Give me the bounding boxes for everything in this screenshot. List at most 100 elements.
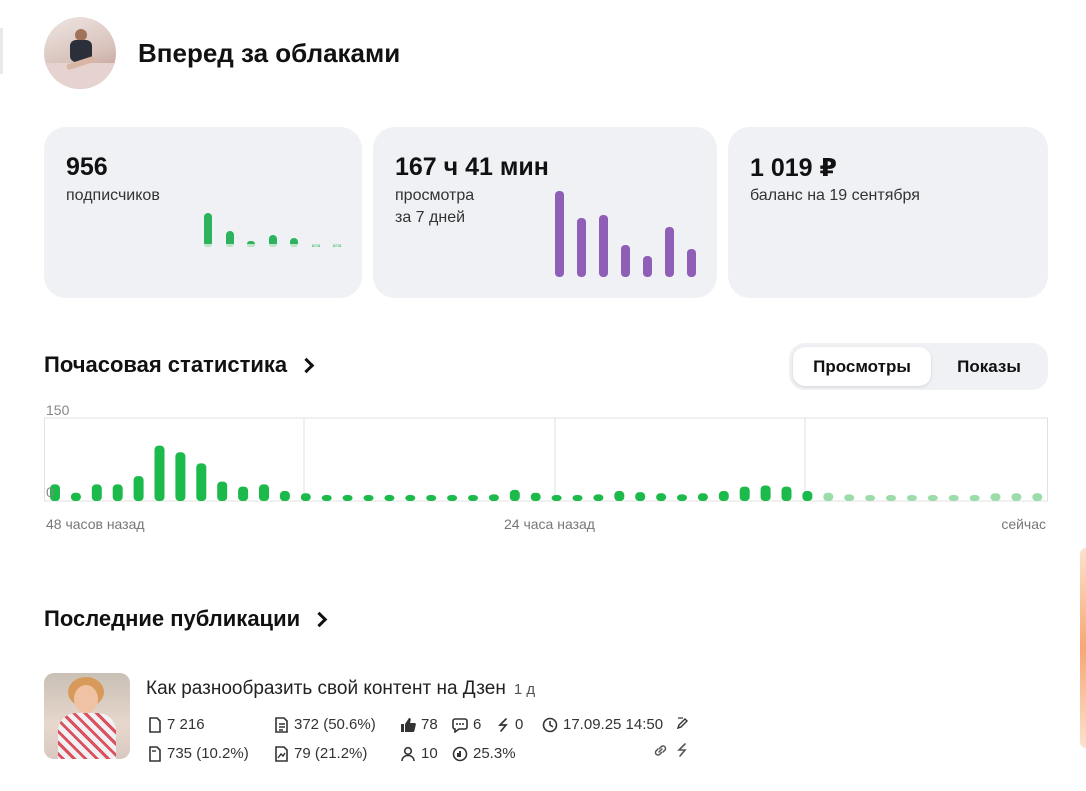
hourly-bar[interactable] bbox=[133, 476, 144, 501]
hourly-bar[interactable] bbox=[426, 495, 437, 501]
balance-card[interactable]: 1 019 ₽ баланс на 19 сентября bbox=[728, 127, 1048, 298]
repost-icon[interactable] bbox=[675, 742, 689, 759]
subscribers-label: подписчиков bbox=[66, 187, 160, 204]
views-trend-bar bbox=[643, 255, 652, 277]
hourly-bar-recent[interactable] bbox=[865, 495, 876, 501]
hourly-bar[interactable] bbox=[50, 484, 60, 501]
views-label: просмотра bbox=[395, 187, 475, 204]
read-document-icon bbox=[275, 716, 288, 733]
publication-item[interactable]: Как разнообразить свой контент на Дзен 1 … bbox=[44, 672, 704, 762]
hourly-bar[interactable] bbox=[760, 485, 771, 501]
metric-toggle: Просмотры Показы bbox=[789, 343, 1048, 390]
publications-title: Последние публикации bbox=[44, 606, 301, 631]
hourly-bar-recent[interactable] bbox=[823, 492, 834, 501]
hourly-bar[interactable] bbox=[175, 452, 186, 501]
hourly-bar-recent[interactable] bbox=[886, 495, 896, 501]
hourly-bar[interactable] bbox=[468, 495, 478, 501]
hourly-bar[interactable] bbox=[718, 491, 729, 501]
x-label-middle: 24 часа назад bbox=[504, 516, 595, 532]
hourly-chart-plot bbox=[44, 417, 1048, 502]
subscribers-trend-bar bbox=[290, 238, 298, 247]
hourly-bar[interactable] bbox=[739, 486, 750, 501]
hourly-bar[interactable] bbox=[384, 495, 395, 501]
clock-icon bbox=[542, 717, 558, 732]
hourly-bar-recent[interactable] bbox=[906, 495, 917, 501]
tab-views[interactable]: Просмотры bbox=[793, 347, 931, 386]
publication-title[interactable]: Как разнообразить свой контент на Дзен 1 … bbox=[146, 678, 535, 700]
hourly-bar[interactable] bbox=[677, 494, 687, 501]
hourly-bar-recent[interactable] bbox=[844, 494, 855, 501]
hourly-bar[interactable] bbox=[635, 492, 646, 501]
hourly-bar[interactable] bbox=[593, 494, 604, 501]
hourly-bar[interactable] bbox=[154, 445, 165, 501]
stat-subscribers: 10 bbox=[400, 745, 438, 762]
publications-link[interactable]: Последние публикации bbox=[44, 606, 328, 632]
views-card[interactable]: 167 ч 41 мин просмотра за 7 дней bbox=[373, 127, 717, 298]
hourly-bar[interactable] bbox=[488, 494, 499, 501]
subscribers-card[interactable]: 956 подписчиков bbox=[44, 127, 362, 298]
hourly-bar[interactable] bbox=[238, 486, 249, 501]
subscribers-trend-bar-base bbox=[333, 244, 341, 247]
hourly-bar[interactable] bbox=[781, 486, 792, 501]
subscribers-trend-bar-base bbox=[204, 244, 212, 247]
hourly-bar[interactable] bbox=[405, 495, 416, 501]
hourly-bar[interactable] bbox=[91, 484, 102, 501]
engagement-icon bbox=[452, 746, 468, 761]
hourly-bar[interactable] bbox=[572, 495, 583, 501]
read-complete-icon bbox=[275, 745, 288, 762]
hourly-bar[interactable] bbox=[300, 493, 311, 501]
hourly-bar[interactable] bbox=[279, 491, 290, 501]
subscribers-trend-bar-base bbox=[247, 244, 255, 247]
hourly-bar-recent[interactable] bbox=[990, 493, 1001, 501]
views-trend-bar bbox=[555, 191, 564, 277]
hourly-bar[interactable] bbox=[259, 484, 269, 501]
x-label-start: 48 часов назад bbox=[46, 516, 145, 532]
link-icon[interactable] bbox=[652, 742, 669, 759]
hourly-bar[interactable] bbox=[217, 481, 228, 501]
views-trend bbox=[555, 191, 705, 277]
right-edge-widget[interactable] bbox=[1080, 548, 1086, 748]
hourly-bar[interactable] bbox=[70, 492, 81, 501]
hourly-bar[interactable] bbox=[196, 463, 207, 501]
tab-impressions[interactable]: Показы bbox=[957, 357, 1021, 376]
hourly-bar[interactable] bbox=[321, 495, 332, 501]
hourly-bar[interactable] bbox=[697, 493, 708, 501]
subscribers-trend-bar bbox=[247, 240, 255, 247]
subscribers-trend-bar-base bbox=[268, 244, 277, 247]
balance-value: 1 019 ₽ bbox=[750, 154, 837, 182]
hourly-bar-recent[interactable] bbox=[948, 495, 959, 501]
hourly-bar[interactable] bbox=[112, 484, 123, 501]
subscribers-trend-bar bbox=[204, 212, 212, 247]
hourly-bar[interactable] bbox=[342, 495, 353, 501]
person-icon bbox=[401, 746, 415, 761]
views-trend-bar bbox=[621, 244, 630, 277]
hourly-bar-recent[interactable] bbox=[1032, 493, 1043, 501]
hourly-bar-recent[interactable] bbox=[927, 495, 938, 501]
hourly-bar[interactable] bbox=[530, 492, 541, 501]
hourly-bar[interactable] bbox=[656, 493, 667, 501]
stat-reposts: 0 bbox=[496, 716, 523, 733]
hourly-bar[interactable] bbox=[363, 495, 374, 501]
subscribers-trend-bar-base bbox=[290, 244, 298, 247]
stat-ctr: 735 (10.2%) bbox=[148, 745, 249, 762]
hourly-bar-recent[interactable] bbox=[969, 495, 980, 501]
edit-icon[interactable] bbox=[677, 717, 689, 729]
channel-title: Вперед за облаками bbox=[138, 37, 401, 68]
stat-views: 7 216 bbox=[148, 716, 205, 733]
publication-actions bbox=[652, 742, 695, 759]
hourly-stats-link[interactable]: Почасовая статистика bbox=[44, 352, 315, 378]
comment-icon bbox=[452, 717, 468, 733]
channel-avatar[interactable] bbox=[44, 17, 116, 89]
document-icon bbox=[149, 716, 161, 733]
hourly-chart: 150 0 48 часов назад 24 часа назад сейча… bbox=[44, 400, 1048, 540]
hourly-bar[interactable] bbox=[509, 489, 520, 501]
hourly-bar[interactable] bbox=[551, 495, 562, 501]
publication-title-text: Как разнообразить свой контент на Дзен bbox=[146, 678, 506, 699]
stat-full-reads: 79 (21.2%) bbox=[274, 745, 367, 762]
hourly-bar[interactable] bbox=[614, 491, 625, 501]
hourly-bar-recent[interactable] bbox=[1011, 493, 1022, 501]
publication-thumbnail[interactable] bbox=[44, 673, 130, 759]
hourly-bar[interactable] bbox=[802, 491, 813, 501]
channel-header: Вперед за облаками bbox=[44, 17, 400, 89]
hourly-bar[interactable] bbox=[447, 495, 458, 501]
